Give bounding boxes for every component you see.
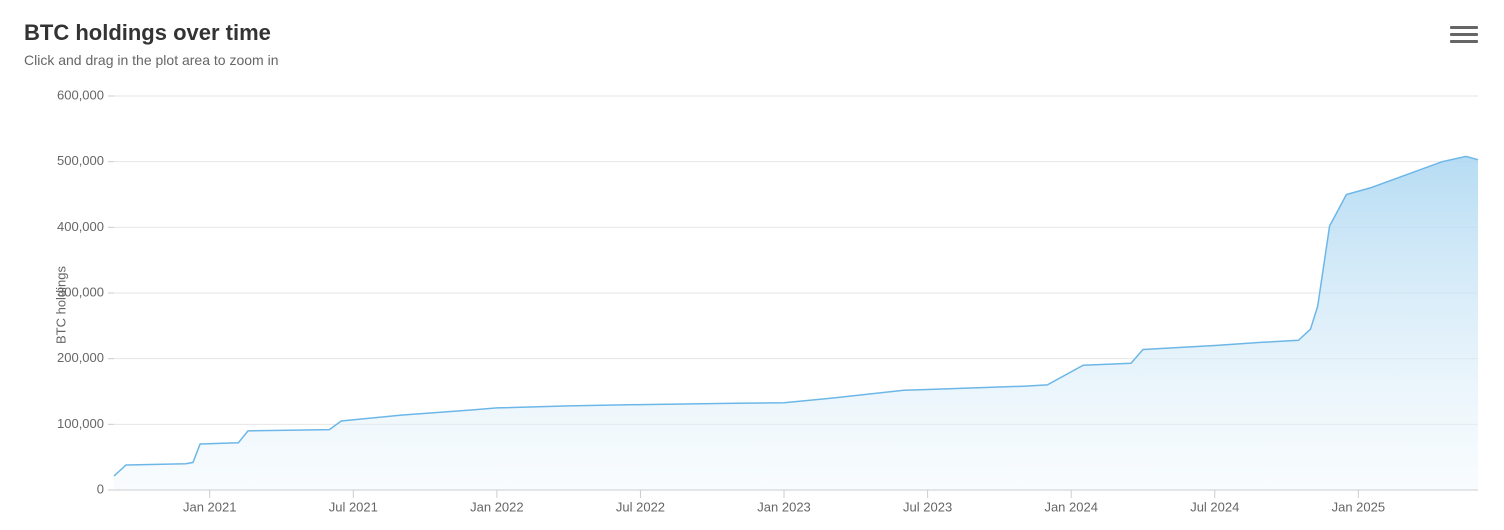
chart-menu-button[interactable] <box>1448 20 1480 48</box>
y-tick-label: 200,000 <box>57 350 104 365</box>
y-tick-label: 0 <box>97 481 104 496</box>
plot-area[interactable]: 0100,000200,000300,000400,000500,000600,… <box>24 90 1480 520</box>
plot-wrapper: BTC holdings 0100,000200,000300,000400,0… <box>24 90 1480 520</box>
area-series <box>114 156 1478 490</box>
chart-container: BTC holdings over time Click and drag in… <box>0 0 1504 530</box>
hamburger-icon <box>1450 40 1478 43</box>
hamburger-icon <box>1450 33 1478 36</box>
x-tick-label: Jan 2025 <box>1332 500 1386 515</box>
x-tick-label: Jan 2022 <box>470 500 524 515</box>
x-tick-label: Jan 2021 <box>183 500 237 515</box>
chart-title: BTC holdings over time <box>24 20 278 46</box>
x-tick-label: Jan 2024 <box>1044 500 1098 515</box>
y-tick-label: 500,000 <box>57 153 104 168</box>
y-tick-label: 400,000 <box>57 219 104 234</box>
x-tick-label: Jul 2024 <box>1190 500 1239 515</box>
hamburger-icon <box>1450 26 1478 29</box>
header-row: BTC holdings over time Click and drag in… <box>24 20 1480 68</box>
y-axis-title: BTC holdings <box>54 266 69 344</box>
y-tick-label: 100,000 <box>57 416 104 431</box>
x-tick-label: Jan 2023 <box>757 500 811 515</box>
x-tick-label: Jul 2023 <box>903 500 952 515</box>
title-block: BTC holdings over time Click and drag in… <box>24 20 278 68</box>
chart-subtitle: Click and drag in the plot area to zoom … <box>24 52 278 68</box>
x-tick-label: Jul 2021 <box>329 500 378 515</box>
y-tick-label: 600,000 <box>57 90 104 102</box>
x-tick-label: Jul 2022 <box>616 500 665 515</box>
